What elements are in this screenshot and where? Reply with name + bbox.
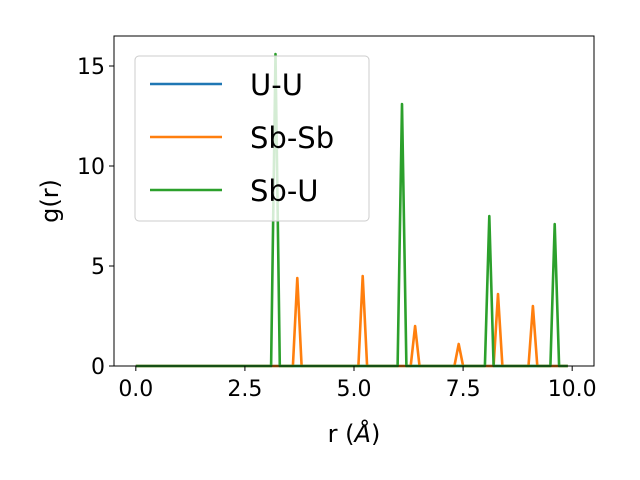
x-tick-label: 0.0 (118, 377, 153, 402)
x-tick-label: 2.5 (227, 377, 262, 402)
y-tick-label: 10 (77, 155, 105, 180)
legend-box (134, 55, 370, 222)
y-tick-label: 15 (77, 55, 105, 80)
x-axis-label-symbol: Å (353, 419, 371, 448)
y-tick-label: 0 (91, 355, 105, 380)
x-axis-label-prefix: r ( (328, 420, 355, 448)
legend-items: U-U Sb-Sb Sb-U (150, 68, 334, 208)
x-axis-label: r (Å) (328, 419, 381, 448)
x-tick-label: 7.5 (446, 377, 481, 402)
legend: U-U Sb-Sb Sb-U (134, 55, 370, 222)
y-tick-label: 5 (91, 255, 105, 280)
y-axis-label: g(r) (36, 179, 64, 223)
legend-label-u-u: U-U (250, 68, 303, 102)
legend-label-sb-u: Sb-U (250, 174, 319, 208)
x-tick-label: 5.0 (337, 377, 372, 402)
legend-label-sb-sb: Sb-Sb (250, 121, 334, 155)
x-tick-label: 10.0 (548, 377, 597, 402)
series-line-sb-sb (135, 274, 568, 368)
ticks-layer: 0.0 2.5 5.0 7.5 10.0 0 5 10 15 (77, 55, 597, 402)
x-axis-label-suffix: ) (371, 420, 380, 448)
